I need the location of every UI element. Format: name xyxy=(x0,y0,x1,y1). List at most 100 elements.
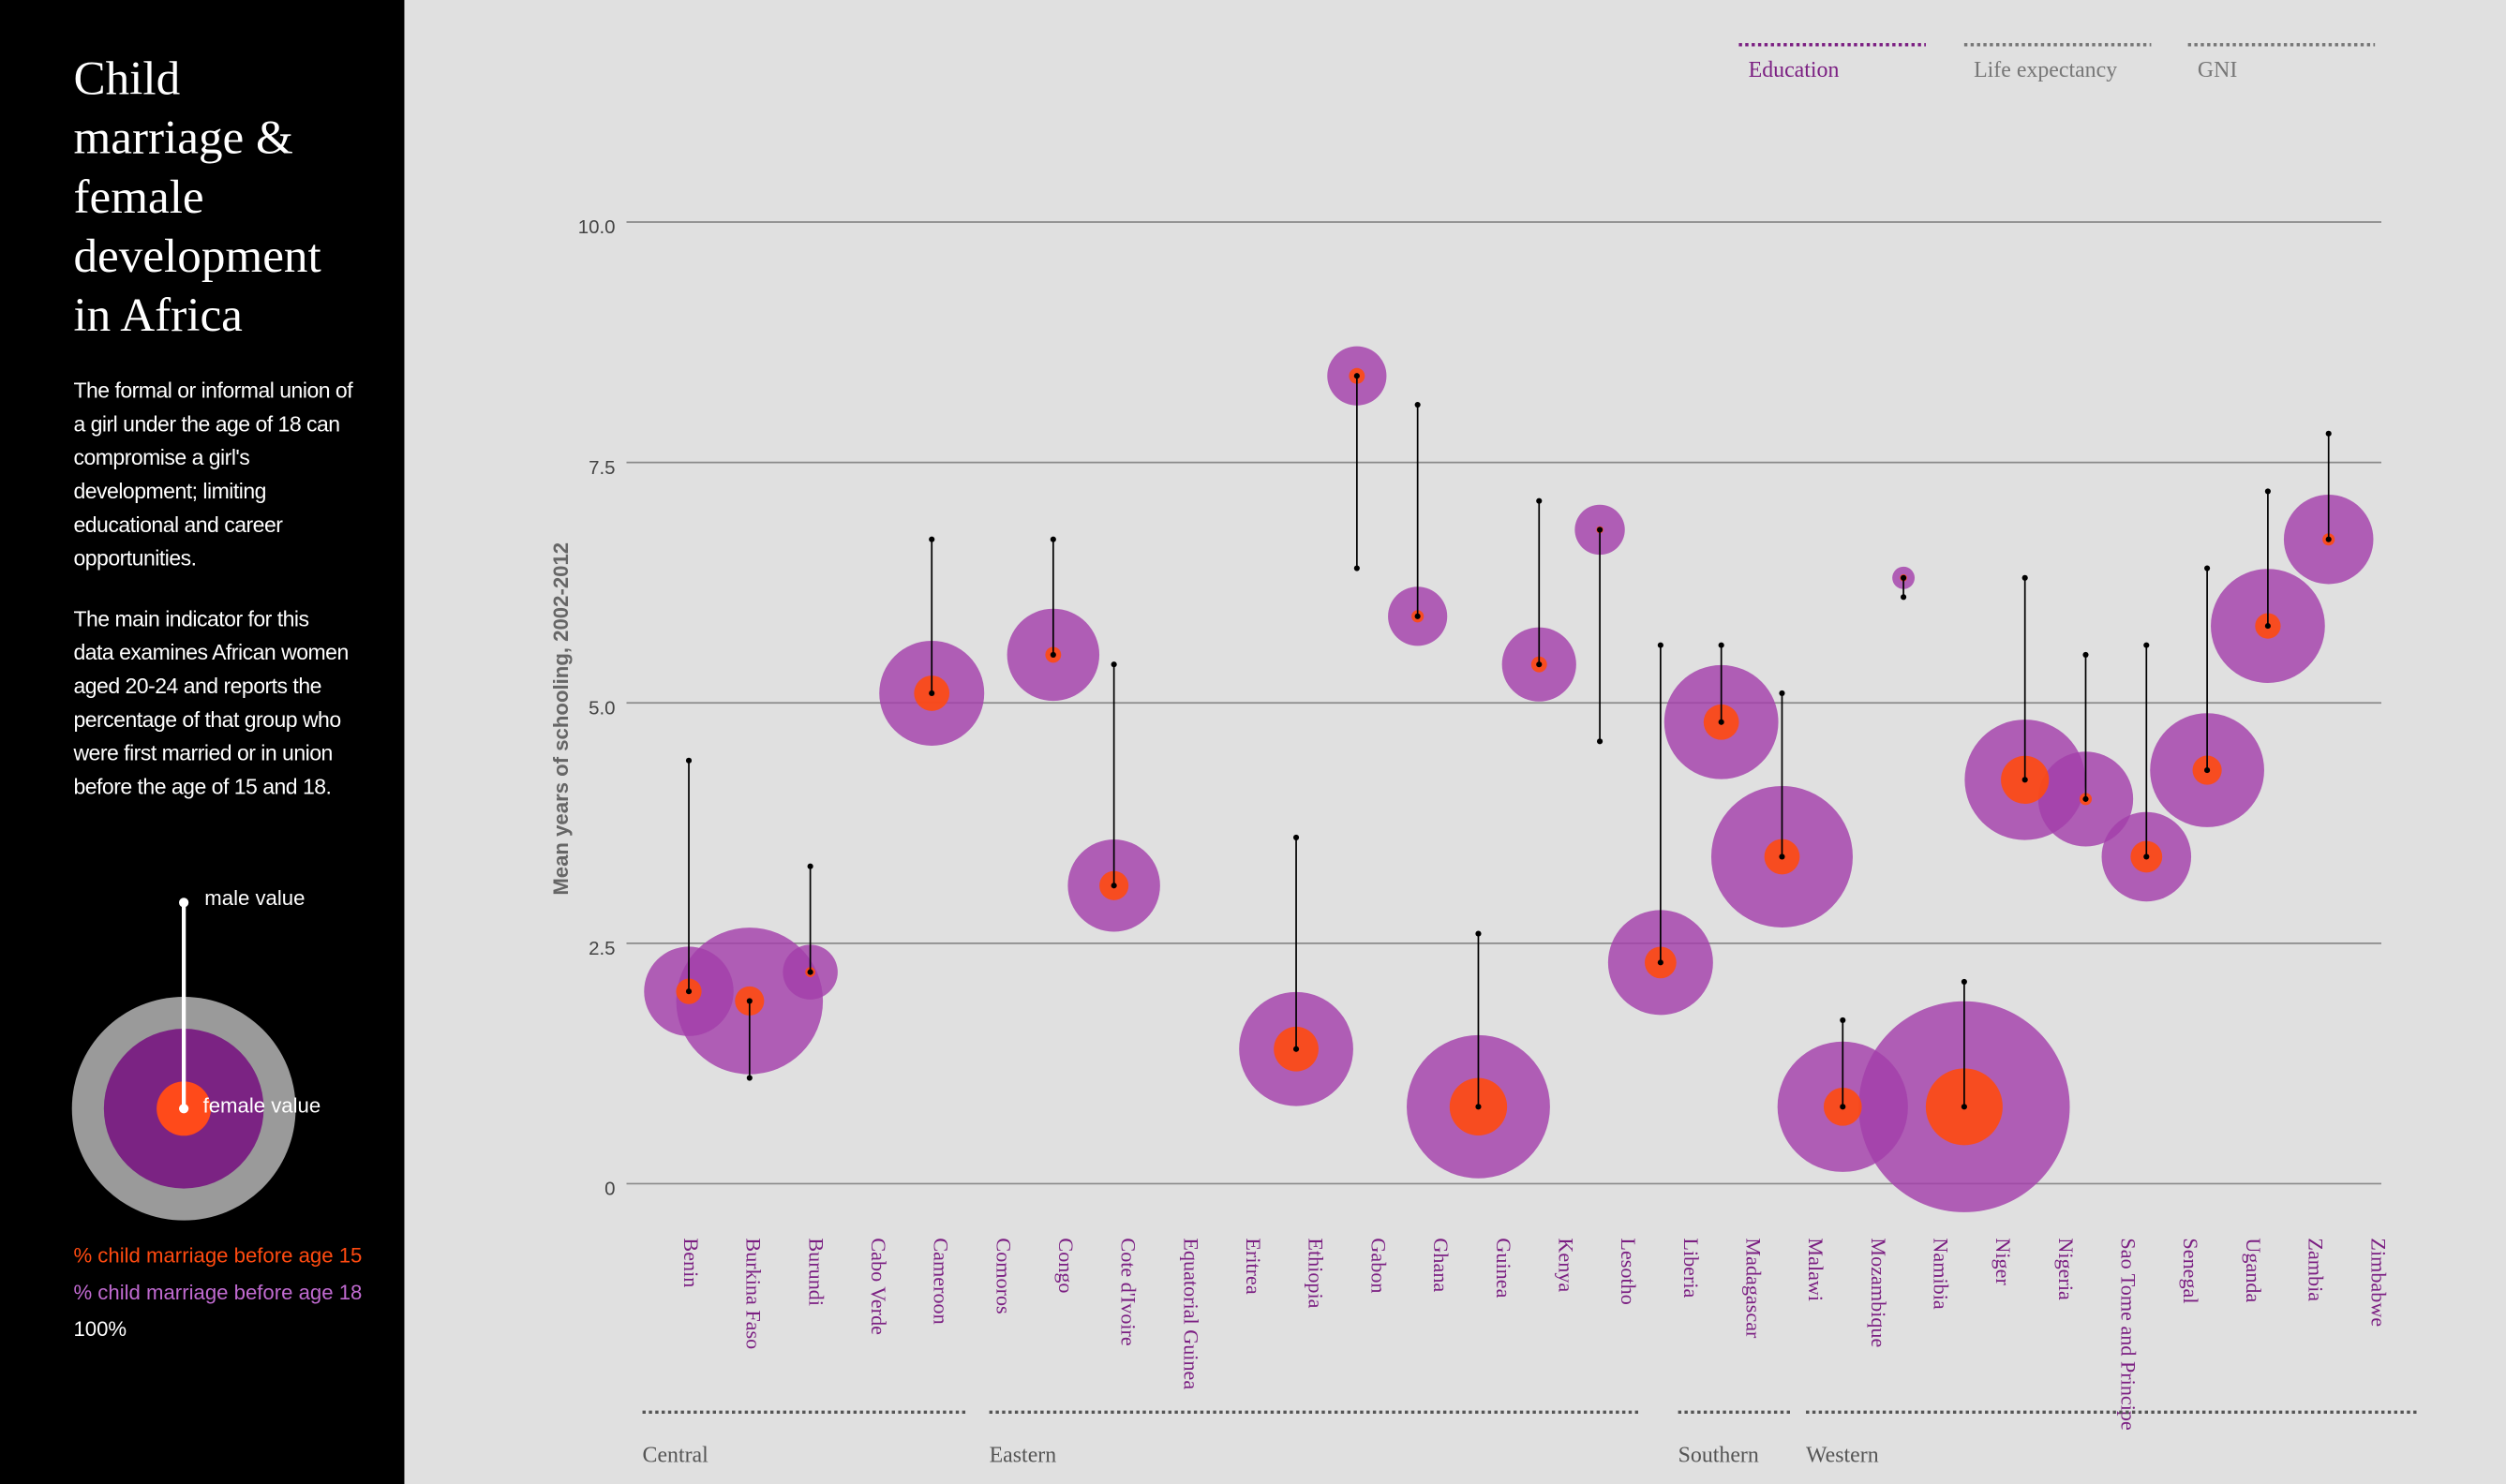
legend-label: % child marriage before age 15 xyxy=(73,1244,362,1268)
x-tick-label: Burkina Faso xyxy=(742,1238,766,1349)
region-label: Western xyxy=(1806,1444,1879,1468)
female-dot xyxy=(685,988,693,995)
female-dot xyxy=(1901,574,1907,581)
x-tick-label: Niger xyxy=(1991,1238,2015,1285)
x-tick-label: Gabon xyxy=(1366,1238,1390,1293)
female-dot xyxy=(2143,853,2150,860)
y-tick-label: 7.5 xyxy=(589,457,615,479)
y-tick-label: 10.0 xyxy=(578,216,616,238)
female-dot xyxy=(2264,623,2271,630)
female-dot xyxy=(1111,883,1117,889)
legend-label: % child marriage before age 18 xyxy=(73,1281,362,1304)
x-tick-label: Madagascar xyxy=(1741,1238,1765,1339)
female-dot xyxy=(1353,373,1360,379)
x-tick-label: Lesotho xyxy=(1617,1238,1640,1304)
y-tick-label: 5.0 xyxy=(589,697,615,719)
female-dot xyxy=(807,969,813,975)
male-dot xyxy=(1657,642,1663,648)
male-dot xyxy=(1961,978,1967,985)
region-label: Central xyxy=(643,1444,709,1468)
male-dot xyxy=(1475,930,1482,937)
female-dot xyxy=(2325,536,2332,542)
x-tick-label: Congo xyxy=(1054,1238,1078,1293)
x-tick-label: Sao Tome and Principe xyxy=(2117,1238,2141,1431)
male-dot xyxy=(1840,1017,1846,1024)
x-tick-label: Ethiopia xyxy=(1305,1238,1328,1308)
female-dot xyxy=(1961,1104,1967,1110)
male-dot xyxy=(2264,488,2271,495)
x-tick-label: Comoros xyxy=(992,1238,1015,1313)
x-tick-label: Burundi xyxy=(804,1238,828,1306)
male-dot xyxy=(1718,642,1724,648)
intro-paragraph: The formal or informal union of a girl u… xyxy=(73,378,353,571)
y-tick-label: 0 xyxy=(604,1179,615,1200)
male-dot xyxy=(807,863,813,869)
male-dot xyxy=(1596,738,1604,745)
legend-label: female value xyxy=(203,1093,321,1117)
x-tick-label: Cabo Verde xyxy=(867,1238,890,1335)
male-dot xyxy=(2204,565,2211,571)
female-dot xyxy=(1475,1104,1482,1110)
x-tick-label: Malawi xyxy=(1804,1238,1827,1301)
male-dot xyxy=(2082,651,2089,658)
sidebar: Child marriage & female development in A… xyxy=(0,0,405,1484)
male-dot xyxy=(1050,536,1056,542)
intro-paragraph: The main indicator for this data examine… xyxy=(73,606,349,799)
male-dot xyxy=(2143,642,2150,648)
sidebar-title: Child marriage & female development in A… xyxy=(73,52,321,342)
female-dot xyxy=(1596,527,1604,533)
legend-female-dot xyxy=(179,1104,189,1114)
x-tick-label: Zambia xyxy=(2305,1238,2328,1301)
region-label: Southern xyxy=(1678,1444,1759,1468)
female-dot xyxy=(1840,1104,1846,1110)
female-dot xyxy=(1050,651,1056,658)
x-tick-label: Kenya xyxy=(1554,1238,1577,1292)
x-tick-label: Cameroon xyxy=(930,1238,953,1324)
x-tick-label: Ghana xyxy=(1429,1238,1453,1292)
tab-label[interactable]: Life expectancy xyxy=(1974,58,2117,82)
female-dot xyxy=(1718,719,1724,725)
male-dot xyxy=(746,1075,753,1081)
male-dot xyxy=(1779,690,1785,697)
male-dot xyxy=(1353,565,1360,571)
x-tick-label: Eritrea xyxy=(1242,1238,1265,1294)
x-tick-label: Mozambique xyxy=(1867,1238,1890,1347)
male-dot xyxy=(1111,661,1117,668)
male-dot xyxy=(2325,430,2332,437)
y-tick-label: 2.5 xyxy=(589,938,615,959)
male-dot xyxy=(929,536,935,542)
female-dot xyxy=(746,998,753,1004)
female-dot xyxy=(1779,853,1785,860)
x-tick-label: Cote d'Ivoire xyxy=(1117,1238,1141,1346)
male-dot xyxy=(1901,594,1907,601)
female-dot xyxy=(1292,1046,1300,1052)
female-dot xyxy=(1536,661,1543,668)
male-dot xyxy=(685,757,693,764)
female-dot xyxy=(2204,767,2211,774)
female-dot xyxy=(2021,777,2028,783)
x-tick-label: Liberia xyxy=(1679,1238,1703,1298)
female-dot xyxy=(2082,795,2089,802)
legend-male-dot xyxy=(179,898,189,908)
x-tick-label: Benin xyxy=(679,1238,703,1287)
x-tick-label: Nigeria xyxy=(2054,1238,2078,1300)
tab-label[interactable]: GNI xyxy=(2198,58,2237,82)
male-dot xyxy=(1292,834,1300,840)
x-tick-label: Namibia xyxy=(1930,1238,1953,1309)
x-tick-label: Zimbabwe xyxy=(2366,1238,2390,1327)
legend-label: male value xyxy=(204,886,305,910)
female-dot xyxy=(1414,613,1421,619)
tab-label[interactable]: Education xyxy=(1749,58,1840,82)
x-tick-label: Equatorial Guinea xyxy=(1179,1238,1202,1389)
x-tick-label: Guinea xyxy=(1492,1238,1515,1298)
x-tick-label: Uganda xyxy=(2242,1238,2265,1302)
male-dot xyxy=(2021,574,2028,581)
male-dot xyxy=(1536,497,1543,504)
x-tick-label: Senegal xyxy=(2179,1238,2202,1303)
legend-label: 100% xyxy=(73,1317,127,1341)
male-dot xyxy=(1414,401,1421,408)
region-label: Eastern xyxy=(990,1444,1057,1468)
